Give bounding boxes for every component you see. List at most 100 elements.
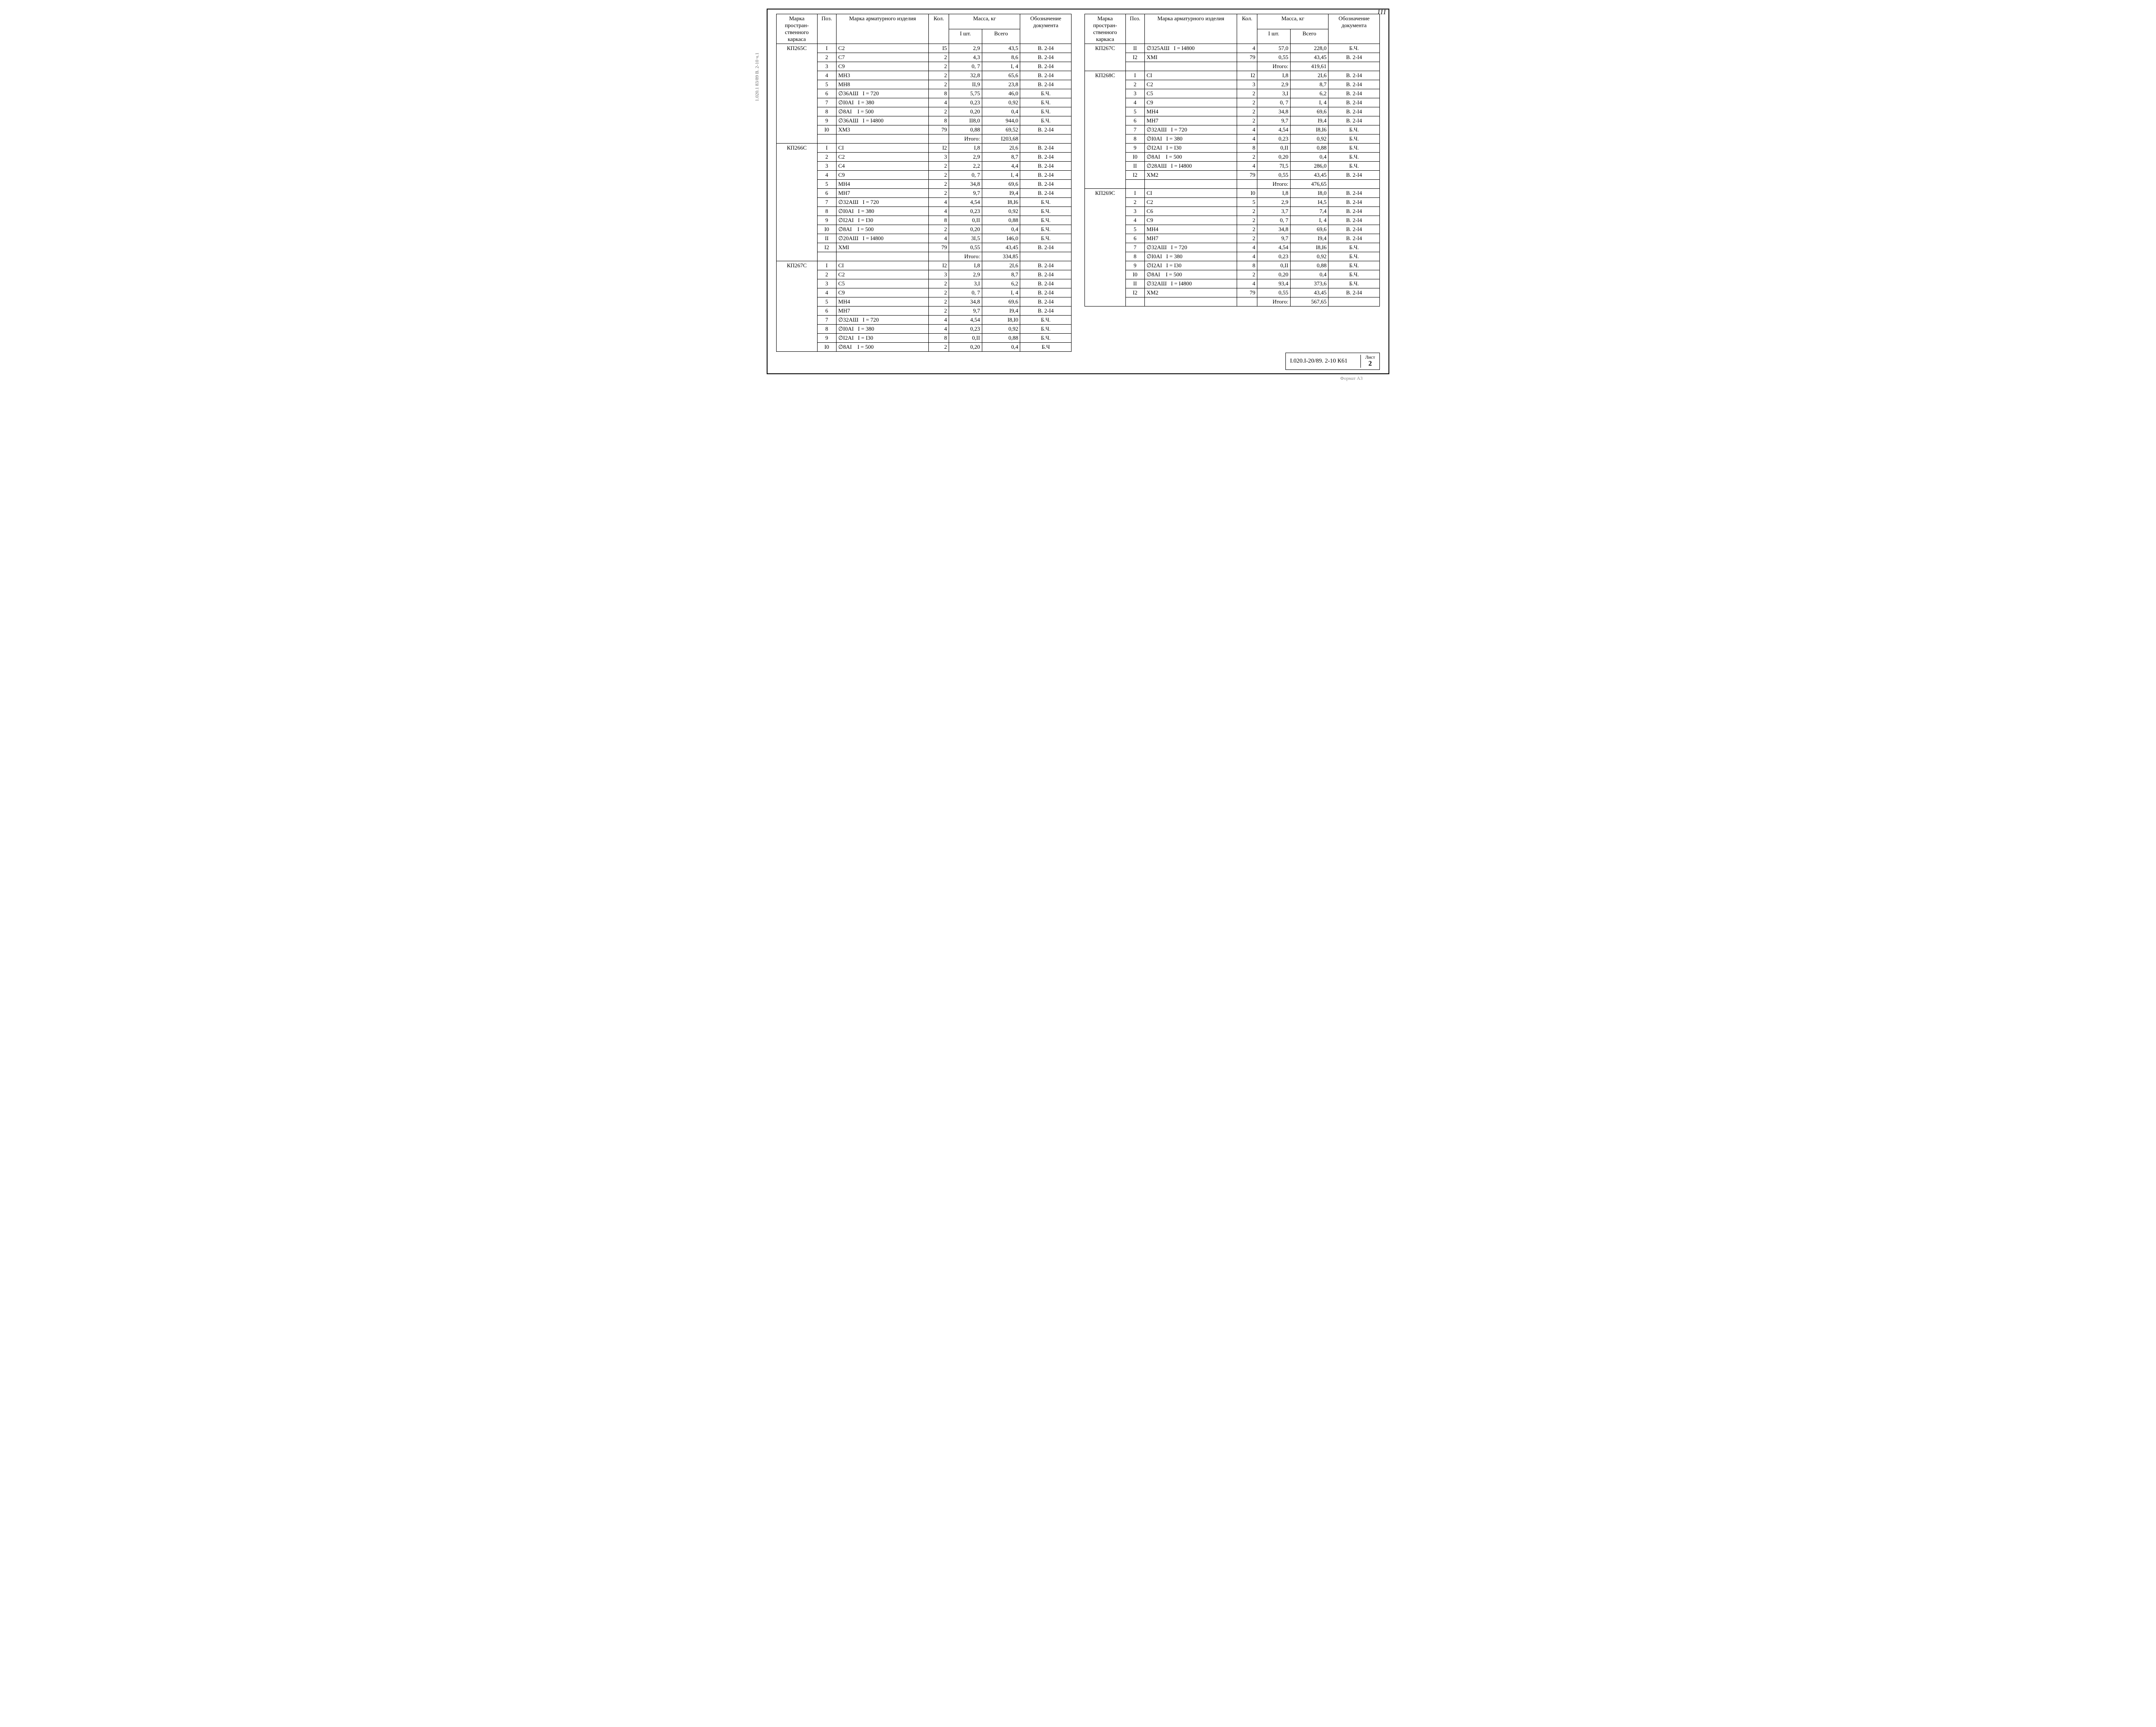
cell-doc: В. 2-I4 <box>1020 71 1072 80</box>
cell-kol: 8 <box>1237 261 1257 270</box>
cell-doc: Б.Ч. <box>1020 98 1072 107</box>
cell-pos: I0 <box>817 125 836 135</box>
cell-doc: В. 2-I4 <box>1329 89 1380 98</box>
table-row: 5МН4234,869,6В. 2-I4 <box>1085 225 1380 234</box>
total-row: Итого: 419,61 <box>1085 62 1380 71</box>
cell-mass-each: 0, 7 <box>1257 216 1291 225</box>
cell-item: ∅32АШ I = 720 <box>836 198 928 207</box>
cell-doc: Б.Ч. <box>1020 198 1072 207</box>
table-row: II∅20АШ I = I480043I,5I46,0Б.Ч. <box>777 234 1072 243</box>
cell-mass-total: 69,6 <box>1290 107 1329 116</box>
cell-mass-each: 0,II <box>949 334 982 343</box>
cell-pos: 2 <box>1125 80 1144 89</box>
cell-mass-each: 57,0 <box>1257 44 1291 53</box>
cell-item: С5 <box>1144 89 1237 98</box>
cell-kol: 2 <box>929 189 949 198</box>
cell-pos: 5 <box>817 80 836 89</box>
hdr-mass: Масса, кг <box>949 14 1020 29</box>
cell-pos: I <box>1125 71 1144 80</box>
cell-mass-each: 34,8 <box>1257 107 1291 116</box>
cell-mass-each: 0, 7 <box>949 288 982 297</box>
cell-mass-total: 43,45 <box>982 243 1020 252</box>
cell-item: С2 <box>836 44 928 53</box>
cell-mass-total: I, 4 <box>982 171 1020 180</box>
cell-doc: В. 2-I4 <box>1020 171 1072 180</box>
cell-doc: В. 2-I4 <box>1020 270 1072 279</box>
cell-item: МН4 <box>836 297 928 307</box>
table-row: 9∅I2АI I = I3080,II0,88Б.Ч. <box>777 216 1072 225</box>
spec-table-left: Марка простран-ственного каркаса Поз. Ма… <box>776 14 1072 352</box>
cell-item: МН7 <box>1144 116 1237 125</box>
cell-item: ∅325АШ I = I4800 <box>1144 44 1237 53</box>
cell-kol: 3 <box>1237 80 1257 89</box>
cell-pos: 7 <box>817 198 836 207</box>
cell-doc: Б.Ч. <box>1329 270 1380 279</box>
cell-mass-total: 0,88 <box>1290 144 1329 153</box>
table-row: КП269СIСII0I,8I8,0В. 2-I4 <box>1085 189 1380 198</box>
cell-mass-total: I46,0 <box>982 234 1020 243</box>
cell-mass-total: 6,2 <box>1290 89 1329 98</box>
cell-mass-total: 0,4 <box>1290 270 1329 279</box>
itogo-label: Итого: <box>1257 180 1291 189</box>
cell-item: МН3 <box>836 71 928 80</box>
cell-item: ∅8АI I = 500 <box>836 225 928 234</box>
cell-item: ∅I2АI I = I30 <box>1144 261 1237 270</box>
cell-pos: 4 <box>817 288 836 297</box>
cell-item: С9 <box>1144 98 1237 107</box>
cell-doc: Б.Ч. <box>1020 116 1072 125</box>
hdr-pos: Поз. <box>1125 14 1144 44</box>
cell-kol: 8 <box>929 216 949 225</box>
cell-doc: В. 2-I4 <box>1020 288 1072 297</box>
cell-item: МН7 <box>836 189 928 198</box>
cell-mass-each: 0, 7 <box>1257 98 1291 107</box>
cell-item: ∅I0АI I = 380 <box>1144 135 1237 144</box>
table-row: КП268СIСII2I,82I,6В. 2-I4 <box>1085 71 1380 80</box>
itogo-value: 476,65 <box>1290 180 1329 189</box>
cell-doc: Б.Ч. <box>1020 316 1072 325</box>
cell-doc: В. 2-I4 <box>1329 116 1380 125</box>
cell-kol: 3 <box>929 153 949 162</box>
table-row: 4МН3232,865,6В. 2-I4 <box>777 71 1072 80</box>
table-header: Марка простран-ственного каркаса Поз. Ма… <box>777 14 1072 44</box>
cell-item: ∅I0АI I = 380 <box>1144 252 1237 261</box>
cell-pos: I2 <box>1125 288 1144 297</box>
cell-kol: 2 <box>929 307 949 316</box>
cell-mass-each: 0,20 <box>949 343 982 352</box>
cell-pos: 6 <box>817 89 836 98</box>
itogo-label: Итого: <box>949 252 982 261</box>
cell-pos: II <box>1125 279 1144 288</box>
cell-pos: 3 <box>817 62 836 71</box>
doc-code: I.020.I-20/89. 2-10 К61 <box>1290 358 1348 365</box>
cell-pos: 6 <box>1125 116 1144 125</box>
cell-item: МН4 <box>836 180 928 189</box>
table-row: 4С920, 7I, 4В. 2-I4 <box>1085 98 1380 107</box>
cell-mass-each: 9,7 <box>1257 116 1291 125</box>
cell-doc: В. 2-I4 <box>1329 189 1380 198</box>
cell-mass-total: 0,92 <box>1290 252 1329 261</box>
cell-kol: 2 <box>1237 207 1257 216</box>
cell-kol: 8 <box>1237 144 1257 153</box>
cell-mass-total: 0,88 <box>1290 261 1329 270</box>
cell-doc: Б.Ч. <box>1020 334 1072 343</box>
cell-mass-total: I9,4 <box>982 307 1020 316</box>
table-row: 8∅8АI I = 50020,200,4Б.Ч. <box>777 107 1072 116</box>
cell-mass-total: 43,5 <box>982 44 1020 53</box>
table-row: I0ХМ3790,8869,52В. 2-I4 <box>777 125 1072 135</box>
cell-mass-each: 2,9 <box>949 153 982 162</box>
cell-item: С9 <box>1144 216 1237 225</box>
table-row: 7∅32АШ I = 72044,54I8,I6Б.Ч. <box>1085 243 1380 252</box>
cell-doc: В. 2-I4 <box>1020 162 1072 171</box>
cell-doc: В. 2-I4 <box>1329 207 1380 216</box>
cell-doc: В. 2-I4 <box>1020 62 1072 71</box>
cell-doc: Б.Ч. <box>1020 225 1072 234</box>
cell-mass-total: 0,92 <box>982 207 1020 216</box>
cell-mass-total: 373,6 <box>1290 279 1329 288</box>
hdr-item: Марка арматурного изделия <box>1144 14 1237 44</box>
table-row: 8∅I0АI I = 38040,230,92Б.Ч. <box>777 325 1072 334</box>
cell-pos: 3 <box>1125 207 1144 216</box>
cell-mass-each: 0,55 <box>1257 288 1291 297</box>
cell-kol: 4 <box>929 325 949 334</box>
cell-pos: I2 <box>817 243 836 252</box>
hdr-doc: Обозначение документа <box>1020 14 1072 44</box>
table-row: 9∅I2АI I = I3080,II0,88Б.Ч. <box>1085 144 1380 153</box>
